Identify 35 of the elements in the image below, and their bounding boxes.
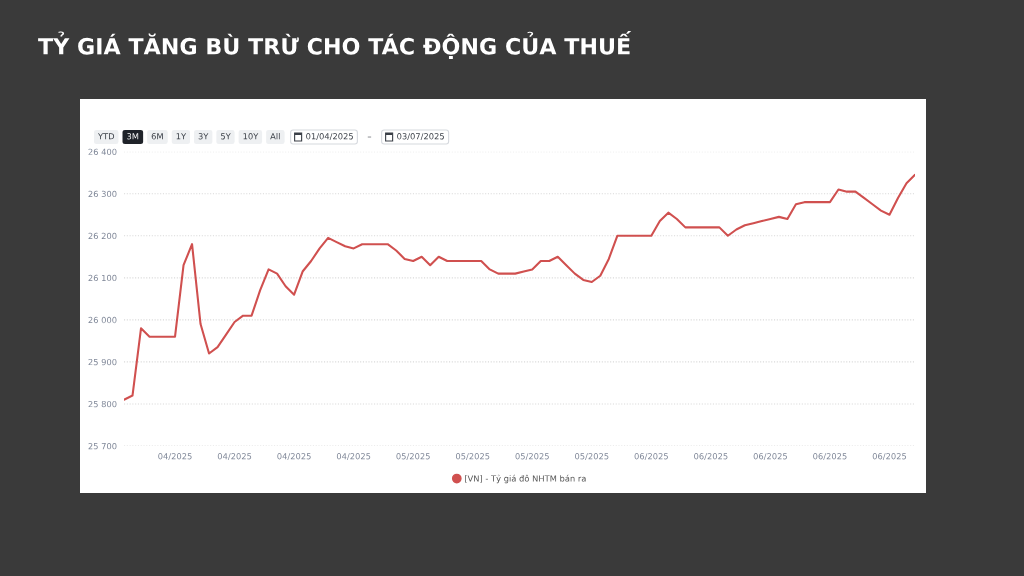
y-tick-label: 26 400 (88, 148, 117, 155)
y-tick-label: 25 800 (88, 400, 117, 408)
x-tick-label: 05/2025 (455, 453, 490, 461)
text: 5Y (221, 133, 231, 140)
text: YTD (97, 133, 115, 140)
text: 3M (127, 133, 139, 140)
text: 3Y (198, 133, 209, 140)
x-tick-label: 05/2025 (396, 453, 430, 461)
x-tick-label: 06/2025 (813, 453, 847, 461)
chart-title: TỶ GIÁ TĂNG BÙ TRỪ CHO TÁC ĐỘNG CỦA THUẾ (38, 30, 632, 60)
text: 03/07/2025 (397, 133, 444, 141)
y-tick-label: 26 000 (88, 316, 117, 324)
x-tick-label: 05/2025 (515, 453, 549, 461)
text: 6M (151, 133, 163, 140)
x-tick-label: 06/2025 (872, 453, 907, 461)
x-tick-label: 05/2025 (575, 453, 609, 461)
y-tick-label: 26 100 (88, 274, 117, 282)
y-tick-label: 26 300 (88, 190, 117, 198)
x-tick-label: 06/2025 (634, 453, 668, 461)
legend-label: [VN] - Tỷ giá đô NHTM bán ra (465, 474, 586, 484)
text: 01/04/2025 (306, 133, 353, 141)
text: – (367, 136, 372, 138)
y-tick-label: 25 900 (88, 358, 117, 366)
x-tick-label: 04/2025 (277, 453, 311, 461)
text: 1Y (176, 133, 187, 140)
x-tick-label: 04/2025 (217, 453, 252, 461)
text: 10Y (243, 133, 259, 140)
y-tick-label: 26 200 (88, 232, 117, 240)
line-series (124, 173, 915, 401)
x-tick-label: 06/2025 (694, 453, 728, 461)
x-tick-label: 06/2025 (753, 453, 787, 461)
x-tick-label: 04/2025 (336, 453, 371, 461)
text: All (270, 132, 280, 140)
x-tick-label: 04/2025 (158, 453, 192, 461)
y-tick-label: 25 700 (88, 442, 117, 450)
